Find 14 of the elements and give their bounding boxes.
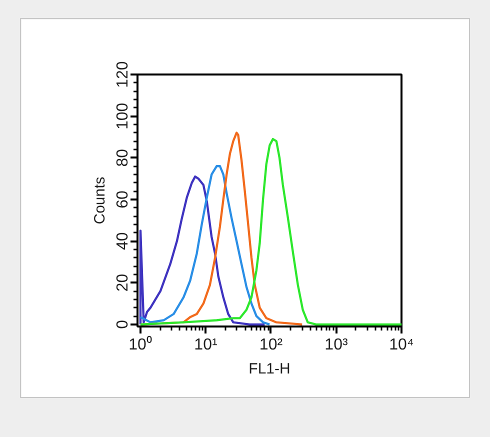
y-tick-label: 40 <box>114 232 132 250</box>
y-axis-title: Counts <box>92 176 108 224</box>
x-tick-label: 10⁴ <box>389 336 414 354</box>
x-axis-title: FL1-H <box>248 360 290 378</box>
x-tick-label: 10⁰ <box>128 336 152 354</box>
y-tick-label: 0 <box>114 320 132 329</box>
y-tick-label: 100 <box>114 102 132 130</box>
y-tick-label: 120 <box>114 61 132 88</box>
x-tick-label: 10² <box>259 336 284 354</box>
y-tick-label: 60 <box>114 190 132 208</box>
y-tick-label: 80 <box>114 148 132 167</box>
x-tick-label: 10¹ <box>194 336 218 354</box>
y-tick-label: 20 <box>114 274 132 292</box>
x-tick-label: 10³ <box>324 336 348 354</box>
